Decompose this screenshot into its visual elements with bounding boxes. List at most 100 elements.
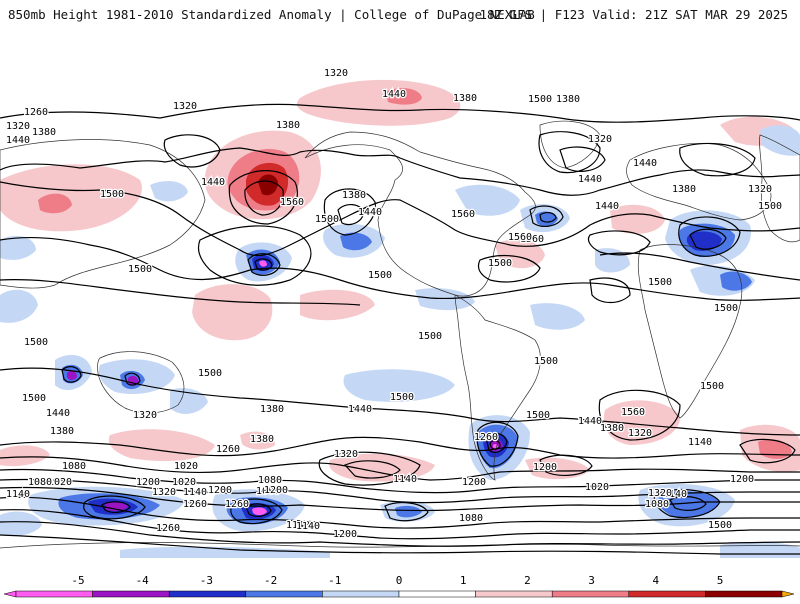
anomaly-positive-region [38,193,72,214]
contour-label: 1500 [648,277,672,288]
contour-label: 1560 [508,232,532,243]
contour-label: 1380 [276,120,300,131]
colorbar-tick-label: -2 [264,574,277,587]
contour-low-south-2b [245,503,272,517]
colorbar-tick-label: -5 [71,574,84,587]
contour-indian-loop [598,389,681,441]
colorbar-segment [398,590,476,598]
contour-europe-loop [679,142,756,177]
anomaly-negative-region [340,232,372,251]
contour-1020-south [0,521,800,547]
anomaly-negative-region [252,507,267,516]
contour-1200-south [0,486,800,512]
contour-arctic-loop [538,131,601,174]
contour-low-south-2 [230,498,283,525]
contour-label: 1320 [588,134,612,145]
contour-s-pacific-loop-2 [343,460,401,479]
contour-1320 [0,103,800,123]
colorbar-tick-label: 4 [652,574,659,587]
anomaly-positive-region [300,289,375,321]
contour-label: 1500 [100,189,124,200]
anomaly-positive-region [240,431,275,450]
contour-aus-low-b [124,372,141,386]
coastline-greenland [539,120,601,169]
contour-label: 1500 [315,214,339,225]
anomaly-negative-region [0,511,42,537]
colorbar-segment [92,590,170,598]
coastline-australia [97,351,185,414]
contour-label: 1500 [418,331,442,342]
contour-sa-low-b [485,432,508,453]
contour-closed-low-3 [539,212,557,223]
contour-closed-high-inner [244,180,284,216]
colorbar-scale: -5 -4 -3 -2 -1 0 1 2 3 4 5 [3,574,795,598]
map-title: 850mb Height 1981-2010 Standardized Anom… [8,7,535,22]
contour-label: 1320 [628,428,652,439]
anomaly-negative-region [67,370,77,380]
contour-label: 1200 [533,462,557,473]
contour-label: 1320 [334,449,358,460]
contour-label: 1500 [700,381,724,392]
colorbar-tick-label: 5 [717,574,724,587]
contour-label: 1200 [136,477,160,488]
contour-label: 1320 [324,68,348,79]
coastline-africa [637,244,743,419]
contour-label: 1140 [296,521,320,532]
colorbar-segment [245,590,323,598]
contour-label: 1260 [216,444,240,455]
colorbar-segment [705,590,783,598]
contour-label: 1440 [46,408,70,419]
model-run-info: 18Z GFS | F123 Valid: 21Z SAT MAR 29 202… [479,7,788,22]
contour-label: 1380 [672,184,696,195]
contour-europe-loop-2 [559,146,606,172]
contour-label: 1500 [368,270,392,281]
coastline-asia [0,139,206,289]
colorbar-tick-label: -1 [328,574,341,587]
contour-1080-south [0,509,800,540]
coastline-south-america [454,294,541,481]
contour-equatorial-1 [0,279,361,306]
anomaly-negative-region [0,235,36,260]
contour-label: 1140 [688,437,712,448]
contour-1440-south [0,436,800,459]
contour-label: 1440 [578,174,602,185]
contour-label: 1500 [198,368,222,379]
coastline-north-america [304,131,536,297]
anomaly-negative-region [455,184,520,216]
contour-1560 [197,225,312,286]
contour-label: 1440 [382,89,406,100]
contour-low-south-4 [653,489,721,519]
contour-label: 1440 [633,158,657,169]
contour-label: 1260 [24,107,48,118]
contour-low-south-4b [669,495,707,511]
anomaly-positive-region [296,79,461,126]
colorbar-segment [15,590,93,598]
contour-low-south-3 [384,502,429,522]
contour-label: 1380 [342,190,366,201]
contour-label: 1500 [488,258,512,269]
contour-label: 1080 [645,499,669,510]
contour-sa-low-c [489,440,501,450]
contour-label: 1320 [133,410,157,421]
colorbar-tick-label: -4 [136,574,150,587]
anomaly-negative-region [720,271,752,291]
contour-1380 [0,147,800,196]
contour-1500-south [0,367,800,436]
contour-label: 1560 [451,209,475,220]
contour-label: 1500 [708,520,732,531]
contour-label: 1140 [183,487,207,498]
header: 850mb Height 1981-2010 Standardized Anom… [0,0,800,30]
contour-1320-south [0,468,800,494]
contour-s-pacific-loop [318,451,421,486]
contour-label: 1560 [280,197,304,208]
anomaly-positive-region [258,174,278,196]
contour-label: 1080 [258,475,282,486]
contour-closed-high [228,170,298,225]
contour-equatorial-2 [599,252,800,281]
contour-sa-low [476,421,519,467]
contour-label: 1500 [526,410,550,421]
contour-label: 1440 [201,177,225,188]
contour-label: 1320 [648,488,672,499]
colorbar-segment [168,590,247,598]
anomaly-map: 1320 1440 1380 1260 1320 1380 1440 1320 1500 1380… [0,67,800,558]
